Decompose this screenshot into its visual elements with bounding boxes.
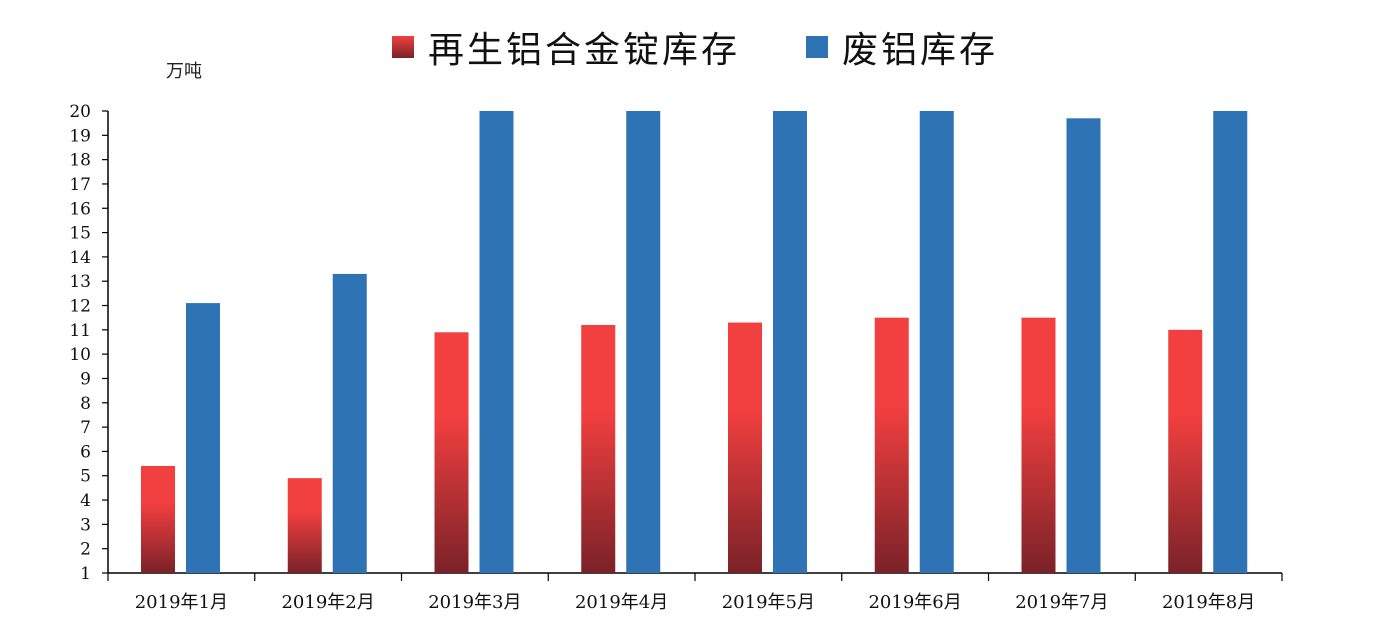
bar-scrap-aluminum-7 xyxy=(1066,118,1101,573)
y-tick-label-19: 19 xyxy=(69,126,91,146)
y-tick-label-20: 20 xyxy=(69,102,91,122)
x-tick-label-8: 2019年8月 xyxy=(1162,592,1255,613)
bar-scrap-aluminum-5 xyxy=(773,111,807,573)
bar-recycled-ingot-3 xyxy=(434,332,469,573)
y-tick-label-18: 18 xyxy=(69,151,91,171)
x-tick-label-5: 2019年5月 xyxy=(722,592,815,613)
y-tick-label-5: 5 xyxy=(80,467,91,487)
y-tick-label-1: 1 xyxy=(80,564,91,584)
y-axis-unit-label: 万吨 xyxy=(166,61,202,82)
legend-item-scrap-aluminum: 废铝库存 xyxy=(806,22,998,72)
bar-scrap-aluminum-4 xyxy=(626,111,661,573)
legend-label-scrap-aluminum: 废铝库存 xyxy=(842,30,999,71)
bar-recycled-ingot-8 xyxy=(1168,329,1203,573)
bar-recycled-ingot-5 xyxy=(728,322,762,573)
y-tick-label-11: 11 xyxy=(69,321,91,341)
x-tick-label-7: 2019年7月 xyxy=(1015,592,1108,613)
x-tick-label-4: 2019年4月 xyxy=(575,592,668,613)
x-tick-label-1: 2019年1月 xyxy=(135,592,228,613)
y-tick-label-14: 14 xyxy=(69,248,91,268)
bar-scrap-aluminum-1 xyxy=(186,303,220,573)
y-tick-label-16: 16 xyxy=(69,199,91,219)
x-tick-label-6: 2019年6月 xyxy=(868,592,961,613)
y-tick-label-17: 17 xyxy=(69,175,91,195)
y-tick-label-3: 3 xyxy=(80,515,91,535)
y-tick-label-7: 7 xyxy=(80,418,91,438)
y-tick-label-15: 15 xyxy=(69,224,91,244)
y-tick-label-2: 2 xyxy=(80,540,91,560)
bar-scrap-aluminum-3 xyxy=(479,111,514,573)
bar-recycled-ingot-6 xyxy=(874,317,909,573)
y-tick-label-6: 6 xyxy=(80,442,91,462)
legend-swatch-scrap-aluminum xyxy=(806,36,828,58)
bar-scrap-aluminum-6 xyxy=(919,111,954,573)
y-tick-label-13: 13 xyxy=(69,272,91,292)
bar-recycled-ingot-2 xyxy=(287,478,322,573)
bar-recycled-ingot-7 xyxy=(1021,317,1056,573)
y-tick-label-9: 9 xyxy=(80,369,91,389)
legend-swatch-recycled-ingot xyxy=(392,36,414,58)
x-tick-label-2: 2019年2月 xyxy=(281,592,374,613)
legend-label-recycled-ingot: 再生铝合金锭库存 xyxy=(428,30,741,71)
legend-item-recycled-ingot: 再生铝合金锭库存 xyxy=(392,22,740,72)
bar-recycled-ingot-4 xyxy=(581,324,616,573)
y-tick-label-4: 4 xyxy=(80,491,91,511)
bar-recycled-ingot-1 xyxy=(141,466,175,573)
y-tick-label-8: 8 xyxy=(80,394,91,414)
bar-scrap-aluminum-8 xyxy=(1213,111,1248,573)
y-tick-label-10: 10 xyxy=(69,345,91,365)
chart-legend: 再生铝合金锭库存 废铝库存 xyxy=(0,22,1397,72)
bar-scrap-aluminum-2 xyxy=(332,273,367,573)
x-tick-label-3: 2019年3月 xyxy=(428,592,521,613)
y-tick-label-12: 12 xyxy=(69,297,91,317)
